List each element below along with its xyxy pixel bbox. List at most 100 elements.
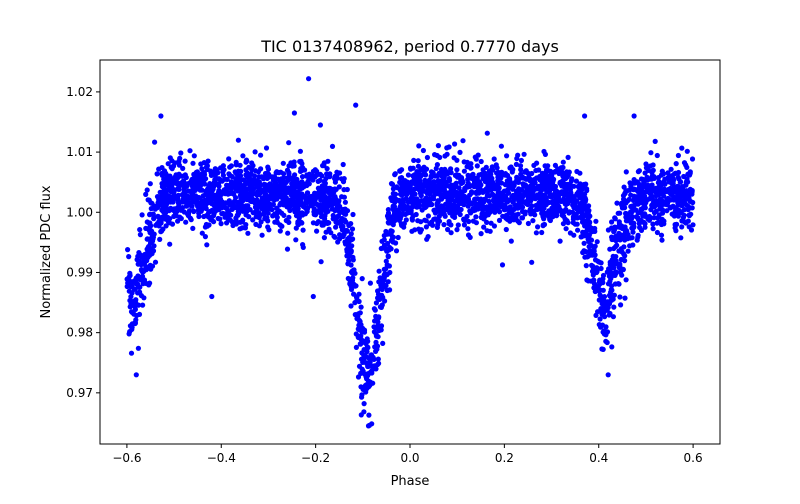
data-point bbox=[661, 179, 667, 185]
data-point bbox=[175, 218, 181, 224]
data-point bbox=[322, 213, 328, 219]
data-point bbox=[636, 217, 643, 223]
data-point bbox=[488, 220, 494, 226]
data-point bbox=[462, 194, 468, 200]
data-point bbox=[128, 350, 135, 356]
data-point bbox=[210, 186, 216, 192]
data-point bbox=[646, 167, 652, 173]
data-point bbox=[606, 266, 613, 272]
data-point bbox=[385, 254, 391, 260]
data-point bbox=[333, 224, 339, 230]
data-point bbox=[513, 161, 520, 167]
data-point bbox=[673, 228, 679, 234]
data-point bbox=[613, 254, 619, 260]
data-point bbox=[421, 188, 427, 194]
data-point bbox=[332, 194, 338, 200]
data-point bbox=[511, 206, 517, 212]
data-point bbox=[597, 287, 604, 293]
data-point bbox=[574, 221, 580, 227]
data-point bbox=[569, 176, 575, 182]
data-point bbox=[597, 292, 603, 298]
data-point bbox=[175, 182, 181, 188]
data-point bbox=[240, 153, 246, 159]
data-point bbox=[552, 183, 559, 190]
data-point bbox=[272, 188, 278, 194]
data-point bbox=[595, 309, 601, 315]
data-point bbox=[324, 171, 330, 177]
data-point bbox=[631, 186, 637, 192]
data-point bbox=[169, 221, 176, 227]
data-point bbox=[190, 225, 196, 231]
data-point bbox=[435, 143, 441, 149]
data-point bbox=[294, 194, 300, 201]
data-point bbox=[191, 208, 197, 214]
data-point bbox=[322, 194, 329, 200]
data-point bbox=[606, 292, 613, 298]
data-point bbox=[299, 174, 306, 180]
data-point bbox=[610, 296, 616, 302]
data-point bbox=[373, 300, 379, 306]
data-point bbox=[548, 172, 554, 178]
data-point bbox=[685, 179, 691, 185]
data-point bbox=[461, 222, 467, 228]
data-point bbox=[299, 179, 305, 185]
data-point bbox=[362, 339, 368, 345]
data-point bbox=[299, 191, 305, 197]
data-point bbox=[410, 204, 416, 210]
data-point bbox=[421, 164, 427, 170]
data-point bbox=[314, 228, 320, 234]
data-point bbox=[472, 176, 478, 182]
data-point bbox=[224, 220, 230, 226]
data-point bbox=[616, 235, 622, 241]
data-point bbox=[601, 331, 608, 337]
data-point bbox=[461, 159, 467, 165]
data-point bbox=[201, 170, 207, 176]
data-point bbox=[255, 201, 261, 207]
data-point bbox=[125, 247, 131, 253]
data-point bbox=[178, 150, 184, 156]
data-point bbox=[504, 153, 510, 159]
data-point bbox=[389, 181, 396, 187]
data-point bbox=[581, 240, 587, 246]
data-point bbox=[327, 185, 333, 191]
data-point bbox=[476, 172, 482, 178]
data-point bbox=[678, 235, 684, 241]
data-point bbox=[620, 199, 626, 206]
data-point bbox=[610, 314, 617, 320]
data-point bbox=[547, 186, 553, 192]
data-point bbox=[390, 190, 396, 197]
data-point bbox=[565, 154, 571, 160]
data-point bbox=[269, 174, 275, 180]
data-point bbox=[292, 172, 298, 178]
data-point bbox=[317, 177, 323, 183]
data-point bbox=[656, 219, 662, 225]
data-point bbox=[367, 359, 373, 365]
data-point bbox=[688, 198, 694, 205]
data-point bbox=[492, 196, 498, 202]
data-point bbox=[430, 222, 436, 228]
data-point bbox=[660, 171, 667, 177]
data-point bbox=[348, 286, 355, 292]
data-point bbox=[490, 167, 496, 173]
data-point bbox=[657, 191, 664, 197]
data-point bbox=[237, 192, 243, 199]
data-point bbox=[236, 184, 242, 190]
data-point bbox=[314, 201, 320, 207]
data-point bbox=[603, 306, 609, 312]
data-point bbox=[373, 339, 379, 345]
data-point bbox=[508, 238, 514, 244]
data-point bbox=[157, 189, 163, 195]
data-point bbox=[380, 340, 386, 346]
data-point bbox=[418, 173, 424, 179]
data-point bbox=[376, 268, 382, 274]
chart-title: TIC 0137408962, period 0.7770 days bbox=[260, 37, 559, 56]
data-point bbox=[339, 219, 345, 225]
data-point bbox=[665, 170, 671, 176]
data-point bbox=[474, 163, 480, 169]
data-point bbox=[137, 289, 143, 295]
data-point bbox=[439, 210, 445, 216]
data-point bbox=[171, 163, 177, 169]
data-point bbox=[453, 183, 459, 189]
data-point bbox=[437, 186, 443, 192]
data-point bbox=[321, 235, 327, 241]
